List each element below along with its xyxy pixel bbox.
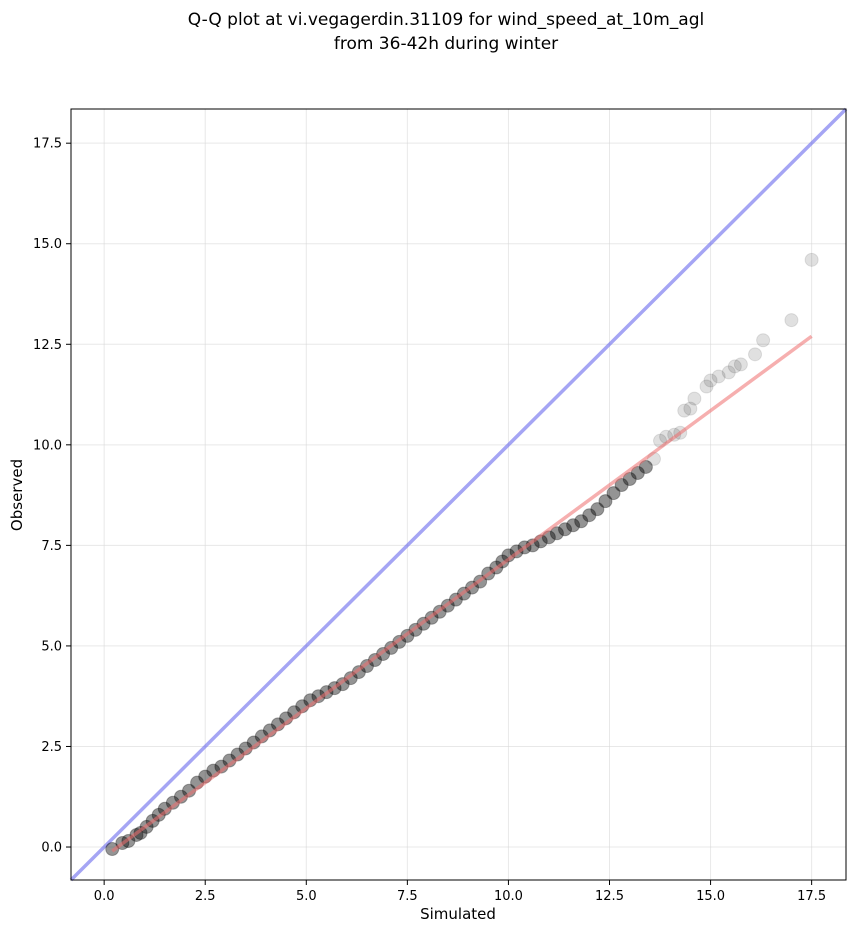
x-tick-label: 5.0 xyxy=(296,889,317,904)
data-point xyxy=(683,401,698,416)
x-tick-label: 7.5 xyxy=(397,889,418,904)
y-tick-label: 17.5 xyxy=(33,137,62,152)
y-tick-label: 12.5 xyxy=(33,338,62,353)
x-tick-label: 10.0 xyxy=(494,889,523,904)
data-point xyxy=(598,494,613,509)
data-point xyxy=(582,508,597,523)
plot-frame xyxy=(70,108,847,881)
data-point xyxy=(711,369,726,384)
x-axis-label: Simulated xyxy=(420,905,496,923)
x-tick-label: 15.0 xyxy=(696,889,725,904)
x-tick-label: 17.5 xyxy=(797,889,826,904)
data-point xyxy=(630,465,645,480)
data-point xyxy=(756,333,771,348)
data-point xyxy=(622,472,637,487)
data-point xyxy=(727,359,742,374)
chart-title-line-2: from 36-42h during winter xyxy=(334,34,558,54)
fit-line-layer xyxy=(111,334,813,853)
data-point xyxy=(574,514,589,529)
y-tick-label: 2.5 xyxy=(41,740,62,755)
data-point xyxy=(687,391,702,406)
data-point xyxy=(748,347,763,362)
x-tick-label: 0.0 xyxy=(94,889,115,904)
data-point xyxy=(677,403,692,418)
data-point xyxy=(733,357,748,372)
y-tick-label: 5.0 xyxy=(41,639,62,654)
chart-title-line-1: Q-Q plot at vi.vegagerdin.31109 for wind… xyxy=(188,10,704,30)
data-point xyxy=(721,365,736,380)
y-tick-label: 15.0 xyxy=(33,237,62,252)
data-point xyxy=(566,518,581,533)
x-ticks: 0.0 2.5 5.0 7.5 10.0 12.5 15.0 17.5 xyxy=(94,880,826,904)
points-layer xyxy=(105,252,819,857)
y-axis-label: Observed xyxy=(8,459,26,531)
data-point xyxy=(784,313,799,328)
data-point xyxy=(614,478,629,493)
data-point xyxy=(703,373,718,388)
data-point xyxy=(804,252,819,267)
y-tick-label: 0.0 xyxy=(41,841,62,856)
y-ticks: 0.0 2.5 5.0 7.5 10.0 12.5 15.0 17.5 xyxy=(33,137,71,856)
data-point xyxy=(606,486,621,501)
y-tick-label: 10.0 xyxy=(33,438,62,453)
identity-line-layer xyxy=(69,107,848,882)
x-tick-label: 2.5 xyxy=(195,889,216,904)
data-point xyxy=(590,502,605,517)
identity-line xyxy=(69,107,848,882)
data-point xyxy=(699,379,714,394)
x-tick-label: 12.5 xyxy=(595,889,624,904)
data-point xyxy=(558,522,573,537)
grid xyxy=(71,109,846,880)
y-tick-label: 7.5 xyxy=(41,539,62,554)
data-point xyxy=(549,526,564,541)
data-point xyxy=(638,459,653,474)
fit-line xyxy=(111,334,813,853)
